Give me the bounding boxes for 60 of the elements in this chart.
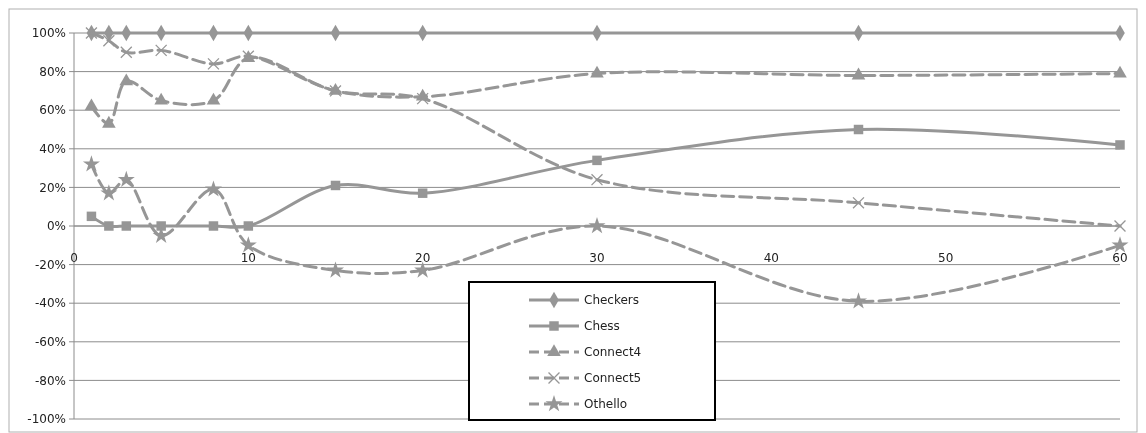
y-tick-label: -60%: [34, 335, 66, 349]
point: [243, 221, 254, 231]
x-tick-label: 0: [70, 251, 78, 265]
x-tick-label: 50: [938, 251, 954, 265]
x-tick-label: 40: [763, 251, 779, 265]
legend-label: Chess: [584, 319, 620, 334]
point: [414, 261, 432, 278]
legend-label: Connect5: [584, 371, 642, 386]
point: [851, 67, 866, 80]
point: [121, 221, 132, 231]
point: [239, 236, 257, 253]
y-tick-label: 40%: [39, 142, 66, 156]
y-tick-label: -100%: [27, 412, 66, 427]
point: [330, 180, 341, 191]
point: [590, 65, 604, 78]
point: [852, 196, 865, 209]
y-tick-label: 0%: [46, 219, 66, 234]
point: [590, 173, 604, 186]
point: [1115, 140, 1125, 150]
y-tick-label: 60%: [39, 103, 66, 118]
y-tick-label: 100%: [31, 26, 66, 41]
point: [204, 180, 222, 197]
x-tick-label: 60: [1112, 251, 1128, 265]
point: [416, 92, 429, 105]
point: [102, 34, 115, 47]
point: [120, 46, 133, 59]
point: [853, 124, 864, 135]
point: [104, 221, 114, 231]
point: [849, 292, 868, 309]
point: [588, 217, 606, 234]
point: [1113, 65, 1127, 78]
point: [102, 115, 116, 128]
point: [206, 92, 221, 105]
point: [117, 170, 135, 187]
y-tick-label: -20%: [34, 257, 66, 272]
point: [326, 261, 345, 278]
y-tick-label: 20%: [39, 180, 66, 195]
x-tick-label: 30: [589, 251, 605, 265]
legend-label: Othello: [584, 397, 628, 412]
point: [156, 221, 166, 231]
point: [1111, 236, 1129, 253]
point: [82, 155, 100, 172]
y-tick-label: -80%: [34, 373, 66, 388]
legend-label: Connect4: [584, 345, 642, 360]
point: [154, 92, 168, 105]
y-tick-label: 80%: [39, 64, 66, 79]
point: [100, 184, 118, 201]
point: [208, 221, 219, 231]
x-tick-label: 20: [415, 251, 431, 265]
x-tick-label: 10: [240, 251, 256, 265]
point: [592, 155, 602, 166]
point: [86, 211, 97, 222]
point: [207, 57, 220, 71]
point: [119, 73, 134, 86]
y-tick-label: -40%: [34, 296, 66, 311]
point: [1113, 219, 1127, 233]
point: [417, 188, 428, 198]
point: [155, 44, 168, 57]
legend-label: Checkers: [584, 293, 640, 308]
point: [84, 98, 99, 111]
